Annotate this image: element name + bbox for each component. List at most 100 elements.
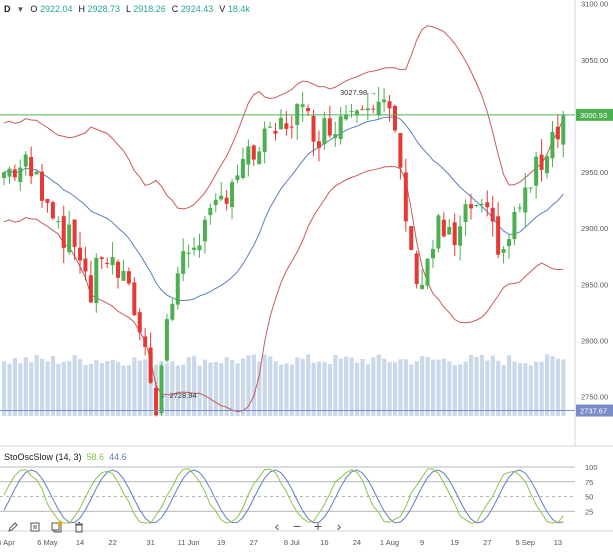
- volume-bar: [175, 365, 180, 416]
- oscillator-name[interactable]: StoOscSlow (14, 3): [4, 452, 82, 462]
- volume-bar: [121, 365, 126, 416]
- volume-bar: [278, 364, 284, 416]
- bollinger-bands: [3, 25, 564, 413]
- volume-bar: [430, 359, 436, 416]
- candle-body: [414, 253, 419, 284]
- volume-bar: [344, 356, 349, 416]
- date-tick-label: 24: [353, 538, 361, 547]
- current-price-badge: [576, 108, 613, 121]
- candle-body: [121, 270, 126, 281]
- list-icon[interactable]: [28, 520, 42, 534]
- volume-bar: [202, 359, 208, 416]
- zoom-in-button[interactable]: +: [313, 518, 323, 534]
- date-tick-label: 19: [451, 538, 459, 547]
- volume-bar: [72, 355, 77, 416]
- oscillator-tick-label: 100: [585, 463, 598, 472]
- candle-body: [338, 116, 343, 140]
- date-tick-label: 5 Sep: [515, 538, 535, 547]
- volume-bar: [224, 357, 229, 416]
- candle-body: [72, 219, 77, 247]
- zoom-out-button[interactable]: −: [292, 518, 302, 534]
- volume-bar: [268, 356, 273, 416]
- candle-body: [534, 156, 539, 186]
- volume-bar: [262, 354, 267, 416]
- volume-bar: [517, 363, 523, 416]
- ohlc-key-l: L: [126, 4, 131, 14]
- volume-bar: [376, 354, 381, 416]
- symbol-label[interactable]: D: [4, 4, 11, 14]
- candle-body: [479, 203, 484, 205]
- volume-bar: [479, 354, 485, 416]
- candle-body: [349, 111, 354, 113]
- date-tick-label: 9: [420, 538, 424, 547]
- candle-body: [468, 204, 473, 209]
- candle-body: [545, 156, 549, 174]
- price-tick-label: 2950.00: [581, 168, 608, 177]
- volume-bar: [392, 361, 398, 416]
- volume-bar: [360, 358, 365, 416]
- ohlc-legend: D ▼ O 2922.04 H 2928.73 L 2918.26 C 2924.43…: [4, 2, 250, 16]
- pencil-icon[interactable]: [6, 520, 20, 534]
- volume-bar: [67, 360, 72, 416]
- candle-body: [148, 347, 153, 383]
- candle-body: [306, 108, 311, 112]
- oscillator-tick-label: 75: [585, 478, 593, 487]
- candle-body: [382, 99, 387, 103]
- volume-bar: [116, 362, 121, 416]
- scroll-left-button[interactable]: ‹: [274, 518, 280, 534]
- volume-bar: [7, 363, 12, 416]
- volume-bar: [365, 364, 371, 416]
- volume-bar: [409, 364, 414, 416]
- candle-body: [398, 133, 403, 168]
- candle-body: [34, 171, 39, 175]
- candle-body: [40, 171, 45, 201]
- scroll-right-button[interactable]: ›: [336, 518, 342, 534]
- volume-bar: [230, 360, 235, 416]
- volume-bar: [523, 363, 528, 416]
- candle-body: [376, 101, 381, 115]
- stochastic-d-line: [3, 469, 564, 524]
- candle-body: [29, 156, 34, 177]
- stack-icon[interactable]: [50, 520, 64, 534]
- candle-body: [555, 126, 560, 140]
- candle-body: [403, 172, 408, 222]
- volume-bar: [105, 361, 110, 416]
- volume-bar: [447, 361, 452, 416]
- volume-bar: [545, 354, 550, 416]
- candle-body: [268, 126, 273, 128]
- date-tick-label: 22: [108, 538, 116, 547]
- candle-body: [262, 128, 267, 152]
- volume-bar: [148, 355, 153, 416]
- date-tick-label: 11 Jun: [178, 538, 200, 547]
- candle-body: [181, 251, 186, 274]
- volume-bar: [506, 355, 512, 416]
- volume-bar: [219, 363, 224, 416]
- volume-bar: [50, 356, 56, 416]
- candle-body: [387, 101, 392, 109]
- candle-body: [94, 257, 99, 304]
- candle-body: [333, 134, 338, 138]
- candle-body: [441, 219, 446, 237]
- volume-bar: [311, 362, 316, 416]
- volume-bar: [192, 355, 197, 416]
- volume-bar: [354, 362, 360, 416]
- volume-bar: [300, 358, 305, 416]
- date-tick-label: 16: [320, 538, 328, 547]
- candle-body: [175, 273, 180, 305]
- candle-body: [56, 221, 61, 223]
- candle-body: [496, 216, 501, 255]
- candle-body: [523, 187, 528, 213]
- volume-bar: [186, 357, 191, 416]
- candle-body: [192, 247, 197, 250]
- volume-bar: [18, 363, 23, 416]
- volume-bar: [273, 361, 278, 416]
- trash-icon[interactable]: [72, 520, 86, 534]
- candle-body: [159, 365, 164, 414]
- candle-body: [436, 215, 441, 249]
- chevron-down-icon[interactable]: ▼: [16, 4, 25, 14]
- candle-body: [170, 303, 175, 320]
- ohlc-key-h: H: [78, 4, 85, 14]
- candle-body: [197, 245, 202, 251]
